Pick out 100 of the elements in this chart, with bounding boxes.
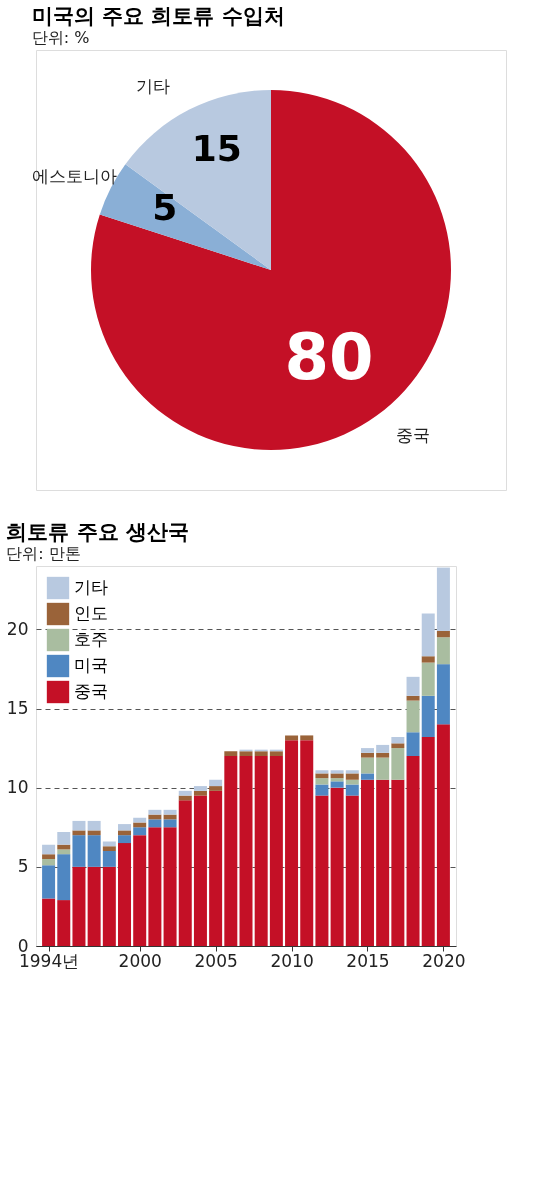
bar <box>42 854 56 859</box>
data-label: 15 <box>191 127 242 169</box>
bar <box>254 751 268 756</box>
bar <box>436 664 450 725</box>
bar <box>87 830 101 836</box>
bar <box>193 786 207 791</box>
bar <box>406 676 420 696</box>
x-tick-label: 2010 <box>270 950 314 971</box>
bar <box>269 756 283 946</box>
bar <box>102 866 116 946</box>
bar <box>57 832 71 845</box>
y-tick-label: 5 <box>17 856 29 877</box>
bar <box>57 900 71 946</box>
chart-subtitle: 단위: 만톤 <box>6 544 81 563</box>
y-tick-label: 10 <box>6 777 29 798</box>
bar <box>285 740 299 946</box>
bar <box>72 820 86 831</box>
bar <box>118 835 132 844</box>
bar <box>436 637 450 665</box>
bar <box>406 756 420 946</box>
x-tick-label: 2015 <box>346 950 390 971</box>
bar <box>133 817 147 823</box>
bar <box>102 846 116 851</box>
bar <box>87 835 101 867</box>
data-label: 5 <box>152 186 178 228</box>
bar <box>118 843 132 946</box>
bar <box>391 748 405 780</box>
bar <box>436 567 450 631</box>
x-tick-label: 2000 <box>118 950 162 971</box>
bar <box>87 820 101 831</box>
bar <box>421 695 435 737</box>
bar <box>300 735 314 741</box>
bar <box>42 858 56 866</box>
legend-label: 호주 <box>74 629 108 649</box>
slice-label: 에스토니아 <box>31 165 117 186</box>
legend-label: 인도 <box>74 603 108 623</box>
bar <box>57 854 71 901</box>
bar <box>421 613 435 657</box>
bar <box>209 779 223 787</box>
bar <box>345 770 359 774</box>
bar <box>330 778 344 782</box>
bar <box>209 790 223 946</box>
bar <box>345 779 359 785</box>
bar <box>436 724 450 946</box>
bar <box>193 790 207 796</box>
bar <box>330 787 344 946</box>
legend-label: 미국 <box>74 655 108 675</box>
bar <box>178 790 192 796</box>
bar <box>72 830 86 836</box>
bar <box>300 740 314 946</box>
bar <box>421 662 435 696</box>
bar <box>376 757 390 780</box>
bar <box>148 827 162 946</box>
bar <box>57 849 71 855</box>
bar <box>360 757 374 774</box>
bar <box>391 779 405 946</box>
bar <box>376 744 390 753</box>
bar <box>102 851 116 867</box>
bar <box>345 784 359 796</box>
chart-title: 희토류 주요 생산국 <box>6 520 189 544</box>
bar <box>87 866 101 946</box>
bar <box>224 756 238 946</box>
bar <box>209 786 223 791</box>
bar <box>330 781 344 788</box>
bar <box>360 752 374 758</box>
bar <box>376 779 390 946</box>
bar <box>421 656 435 663</box>
bar <box>72 866 86 946</box>
bar <box>42 844 56 855</box>
bar <box>345 773 359 780</box>
bar <box>315 784 329 796</box>
bar <box>391 743 405 749</box>
bar <box>133 827 147 836</box>
bar <box>42 898 56 946</box>
bar <box>178 800 192 946</box>
bar <box>118 830 132 836</box>
bar <box>315 773 329 779</box>
bar <box>436 630 450 638</box>
legend-label: 기타 <box>74 577 108 597</box>
bar <box>421 737 435 946</box>
slice-label: 중국 <box>395 424 430 445</box>
bar <box>360 748 374 753</box>
bar <box>42 865 56 899</box>
bar <box>148 809 162 815</box>
chart-subtitle: 단위: % <box>31 28 90 47</box>
bar <box>239 751 253 756</box>
chart-title: 미국의 주요 희토류 수입처 <box>31 4 285 28</box>
bar <box>360 779 374 946</box>
x-tick-label: 2020 <box>422 950 466 971</box>
bar <box>406 695 420 701</box>
bar <box>133 835 147 946</box>
bar <box>118 824 132 831</box>
slice-label: 기타 <box>136 76 171 97</box>
bar <box>406 700 420 733</box>
bar <box>163 827 177 946</box>
bar <box>254 756 268 946</box>
bar <box>239 756 253 946</box>
bar <box>193 795 207 946</box>
bar <box>330 773 344 779</box>
bar <box>269 751 283 756</box>
